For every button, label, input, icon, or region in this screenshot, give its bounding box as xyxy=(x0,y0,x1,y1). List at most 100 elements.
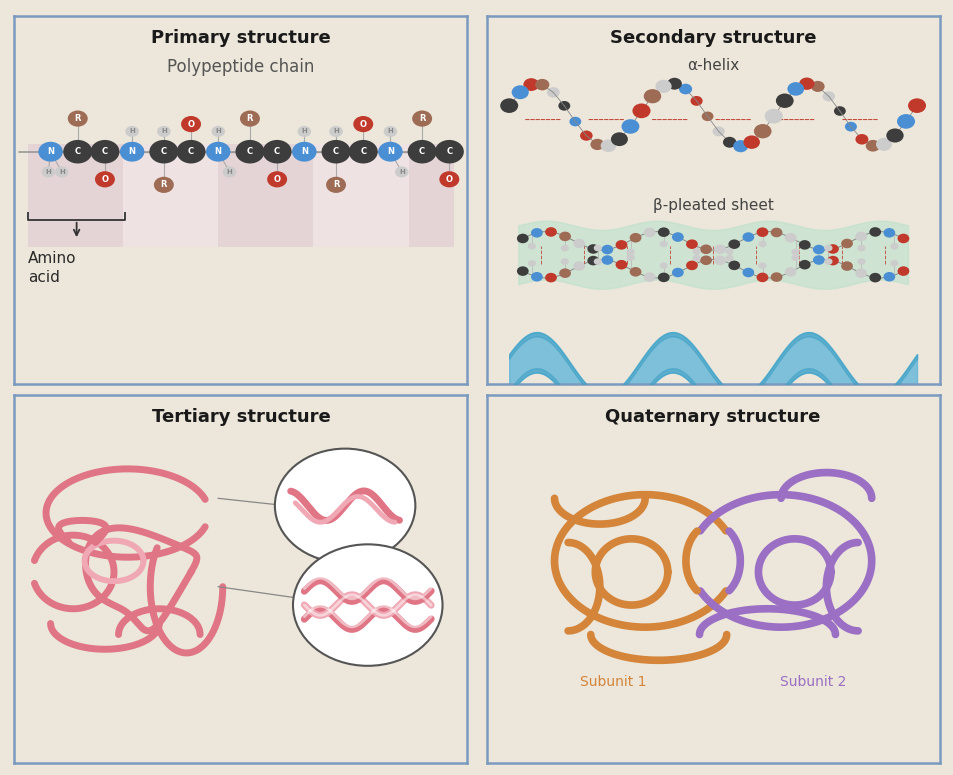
Circle shape xyxy=(353,116,373,133)
Circle shape xyxy=(91,140,119,164)
Circle shape xyxy=(753,124,771,139)
Text: N: N xyxy=(300,147,308,157)
Circle shape xyxy=(600,140,616,152)
Text: N: N xyxy=(214,147,221,157)
Circle shape xyxy=(643,228,655,237)
Circle shape xyxy=(531,228,542,238)
Circle shape xyxy=(349,140,377,164)
Circle shape xyxy=(854,268,866,278)
Text: Quaternary structure: Quaternary structure xyxy=(605,408,820,426)
Circle shape xyxy=(558,101,570,111)
Circle shape xyxy=(821,91,834,102)
Circle shape xyxy=(791,249,799,255)
Circle shape xyxy=(868,227,881,236)
Circle shape xyxy=(712,126,724,136)
FancyBboxPatch shape xyxy=(408,144,454,247)
Circle shape xyxy=(658,227,669,237)
Circle shape xyxy=(560,245,568,251)
Circle shape xyxy=(823,245,832,251)
Circle shape xyxy=(95,171,114,188)
Circle shape xyxy=(544,273,557,282)
Circle shape xyxy=(293,544,442,666)
Circle shape xyxy=(297,126,311,137)
Circle shape xyxy=(629,233,640,243)
FancyBboxPatch shape xyxy=(123,144,218,247)
Circle shape xyxy=(897,234,908,243)
Circle shape xyxy=(615,240,627,250)
Circle shape xyxy=(240,111,259,126)
Circle shape xyxy=(643,272,655,282)
Circle shape xyxy=(685,239,698,249)
Circle shape xyxy=(157,126,171,137)
Circle shape xyxy=(671,232,683,242)
Text: H: H xyxy=(227,169,233,175)
Circle shape xyxy=(181,116,201,133)
Circle shape xyxy=(531,272,542,281)
Circle shape xyxy=(395,167,408,177)
Text: R: R xyxy=(418,114,425,123)
Circle shape xyxy=(558,268,571,278)
Circle shape xyxy=(55,167,69,177)
Circle shape xyxy=(573,239,584,248)
Circle shape xyxy=(435,140,463,164)
Circle shape xyxy=(826,244,838,253)
Circle shape xyxy=(799,78,814,90)
Circle shape xyxy=(701,112,713,121)
Circle shape xyxy=(907,98,925,113)
Circle shape xyxy=(517,234,528,243)
Circle shape xyxy=(176,140,205,164)
Circle shape xyxy=(700,256,711,265)
Circle shape xyxy=(770,228,781,237)
Circle shape xyxy=(274,449,415,563)
Circle shape xyxy=(810,81,823,92)
Circle shape xyxy=(593,258,601,265)
Text: C: C xyxy=(274,147,280,157)
Circle shape xyxy=(383,126,396,137)
Circle shape xyxy=(407,140,436,164)
Circle shape xyxy=(897,267,908,276)
Text: Tertiary structure: Tertiary structure xyxy=(152,408,330,426)
Text: H: H xyxy=(161,129,167,134)
Circle shape xyxy=(262,140,292,164)
Text: H: H xyxy=(215,129,221,134)
Text: C: C xyxy=(247,147,253,157)
Circle shape xyxy=(329,126,342,137)
Circle shape xyxy=(535,79,549,91)
Circle shape xyxy=(784,267,796,277)
Circle shape xyxy=(38,142,63,162)
Circle shape xyxy=(42,167,55,177)
Circle shape xyxy=(659,262,667,269)
Circle shape xyxy=(658,273,669,282)
Circle shape xyxy=(546,87,559,98)
Text: C: C xyxy=(102,147,108,157)
Circle shape xyxy=(833,106,845,115)
Text: H: H xyxy=(387,129,393,134)
Circle shape xyxy=(733,140,747,152)
Circle shape xyxy=(267,171,287,188)
Circle shape xyxy=(499,98,517,113)
Circle shape xyxy=(587,244,598,253)
Text: R: R xyxy=(74,114,81,123)
Text: C: C xyxy=(418,147,425,157)
Text: H: H xyxy=(333,129,338,134)
Circle shape xyxy=(855,134,867,145)
Text: C: C xyxy=(188,147,193,157)
Circle shape xyxy=(527,243,536,250)
Text: N: N xyxy=(129,147,135,157)
Circle shape xyxy=(875,138,891,151)
Circle shape xyxy=(784,233,796,243)
Circle shape xyxy=(629,267,640,277)
Circle shape xyxy=(882,272,894,281)
Circle shape xyxy=(714,256,725,265)
Circle shape xyxy=(643,89,660,103)
Circle shape xyxy=(517,267,528,276)
Circle shape xyxy=(377,142,402,162)
Circle shape xyxy=(615,260,627,270)
Circle shape xyxy=(841,239,852,248)
Circle shape xyxy=(727,239,740,249)
Circle shape xyxy=(700,244,711,254)
Circle shape xyxy=(326,177,346,193)
Circle shape xyxy=(206,142,231,162)
Circle shape xyxy=(841,261,852,271)
Text: H: H xyxy=(59,169,65,175)
